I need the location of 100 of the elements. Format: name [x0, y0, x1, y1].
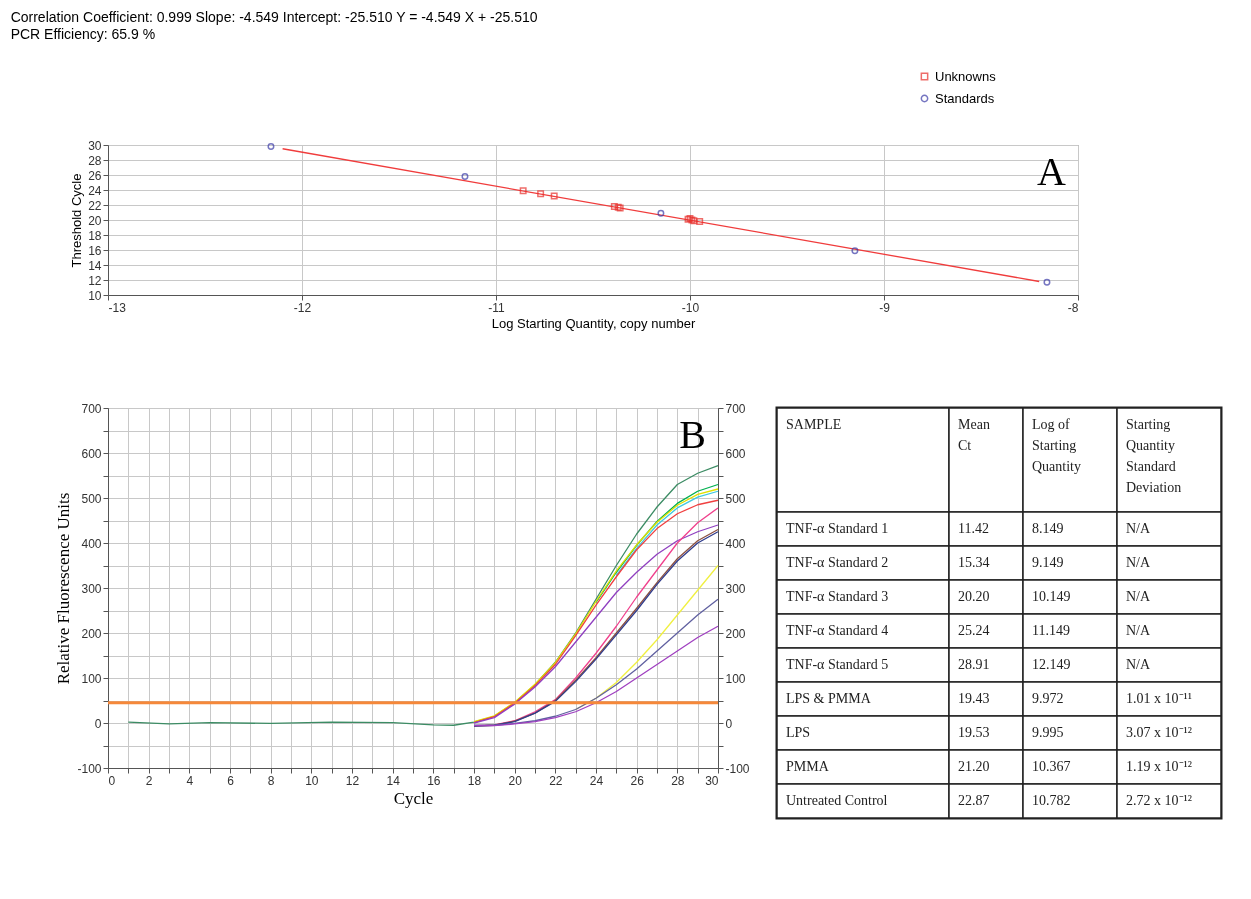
text: SAMPLE [786, 417, 842, 432]
text: 10.149 [1032, 589, 1071, 604]
y-tick-label: 100 [81, 671, 102, 686]
text: 10.367 [1032, 759, 1071, 774]
annotation: A [1037, 149, 1067, 194]
y2-tick-label: -100 [725, 761, 750, 776]
y2-tick-label: 600 [725, 446, 746, 461]
y2-tick-label: 300 [725, 581, 746, 596]
x-tick-label: 14 [386, 773, 401, 788]
x-axis-title: Log Starting Quantity, copy number [491, 315, 696, 331]
y-tick-label: 500 [81, 491, 102, 506]
text: 20.20 [958, 589, 990, 604]
y-tick-label: 300 [81, 581, 102, 596]
x-tick-label: 30 [705, 773, 719, 788]
x-tick-label: 18 [467, 773, 482, 788]
annotation: B [679, 412, 706, 457]
y-tick-label: 22 [88, 198, 102, 213]
text: 21.20 [958, 759, 990, 774]
y2-tick-label: 100 [725, 671, 746, 686]
y2-tick-label: 200 [725, 626, 746, 641]
text: 25.24 [958, 623, 990, 638]
chart-subtitle: PCR Efficiency: 65.9 % [10, 26, 156, 42]
x-tick-label: 12 [345, 773, 360, 788]
text: 3.07 x 10⁻¹² [1126, 725, 1192, 740]
y2-tick-label: 0 [725, 716, 733, 731]
x-tick-label: -10 [681, 300, 700, 315]
text: 1.01 x 10⁻¹¹ [1126, 691, 1192, 706]
text: Starting Quantity Standard Deviation [1126, 417, 1182, 495]
text: 9.972 [1032, 691, 1064, 706]
text: N/A [1126, 589, 1151, 604]
y2-tick-label: 700 [725, 401, 746, 416]
text: 9.149 [1032, 555, 1064, 570]
x-tick-label: 16 [427, 773, 441, 788]
legend-label: Standards [935, 90, 995, 106]
x-tick-label: -8 [1067, 300, 1079, 315]
chart-title: Correlation Coefficient: 0.999 Slope: -4.549 Intercept: -25.510 Y = -4.549 X + -25.510 [10, 9, 538, 25]
y-tick-label: 700 [81, 401, 102, 416]
text: Log of Starting Quantity [1032, 417, 1081, 474]
text: LPS [786, 725, 811, 740]
text: Untreated Control [786, 793, 888, 808]
x-tick-label: 26 [630, 773, 645, 788]
text: Mean Ct [958, 417, 990, 453]
y-tick-label: 10 [88, 288, 102, 303]
text: 28.91 [958, 657, 990, 672]
text: 9.995 [1032, 725, 1064, 740]
x-tick-label: 0 [108, 773, 116, 788]
text: PMMA [786, 759, 830, 774]
text: N/A [1126, 657, 1151, 672]
text: N/A [1126, 555, 1151, 570]
text: TNF-α Standard 3 [786, 589, 889, 604]
text: 11.42 [958, 521, 989, 536]
y-tick-label: 0 [94, 716, 102, 731]
text: 1.19 x 10⁻¹² [1126, 759, 1192, 774]
legend-label: Unknowns [935, 68, 997, 84]
text: TNF-α Standard 2 [786, 555, 889, 570]
y-tick-label: 20 [88, 213, 102, 228]
text: TNF-α Standard 4 [786, 623, 889, 638]
x-tick-label: 22 [549, 773, 563, 788]
x-tick-label: -11 [488, 300, 506, 315]
x-tick-label: -12 [293, 300, 312, 315]
x-tick-label: -13 [108, 300, 127, 315]
text: TNF-α Standard 5 [786, 657, 889, 672]
y-tick-label: 14 [88, 258, 102, 273]
x-tick-label: 4 [186, 773, 194, 788]
y-tick-label: 26 [88, 168, 102, 183]
x-tick-label: 28 [671, 773, 685, 788]
y-tick-label: -100 [77, 761, 102, 776]
y2-tick-label: 400 [725, 536, 746, 551]
y-axis-title: Threshold Cycle [69, 173, 85, 268]
text: 19.43 [958, 691, 990, 706]
y2-tick-label: 500 [725, 491, 746, 506]
y-tick-label: 28 [88, 153, 102, 168]
x-axis-title: Cycle [393, 788, 434, 808]
x-tick-label: 24 [589, 773, 604, 788]
x-tick-label: 10 [305, 773, 319, 788]
text: N/A [1126, 623, 1151, 638]
text: 8.149 [1032, 521, 1064, 536]
text: N/A [1126, 521, 1151, 536]
y-tick-label: 16 [88, 243, 102, 258]
y-tick-label: 400 [81, 536, 102, 551]
x-tick-label: -9 [879, 300, 891, 315]
y-tick-label: 12 [88, 273, 102, 288]
x-tick-label: 6 [227, 773, 235, 788]
y-tick-label: 30 [88, 138, 102, 153]
x-tick-label: 2 [145, 773, 153, 788]
text: 10.782 [1032, 793, 1071, 808]
text: 2.72 x 10⁻¹² [1126, 793, 1192, 808]
x-tick-label: 20 [508, 773, 523, 788]
text: 22.87 [958, 793, 990, 808]
text: 12.149 [1032, 657, 1071, 672]
y-tick-label: 24 [88, 183, 102, 198]
text: 19.53 [958, 725, 990, 740]
text: 15.34 [958, 555, 990, 570]
text: TNF-α Standard 1 [786, 521, 889, 536]
y-tick-label: 600 [81, 446, 102, 461]
y-tick-label: 18 [88, 228, 102, 243]
text: LPS & PMMA [786, 691, 872, 706]
y-tick-label: 200 [81, 626, 102, 641]
text: 11.149 [1032, 623, 1070, 638]
x-tick-label: 8 [267, 773, 275, 788]
